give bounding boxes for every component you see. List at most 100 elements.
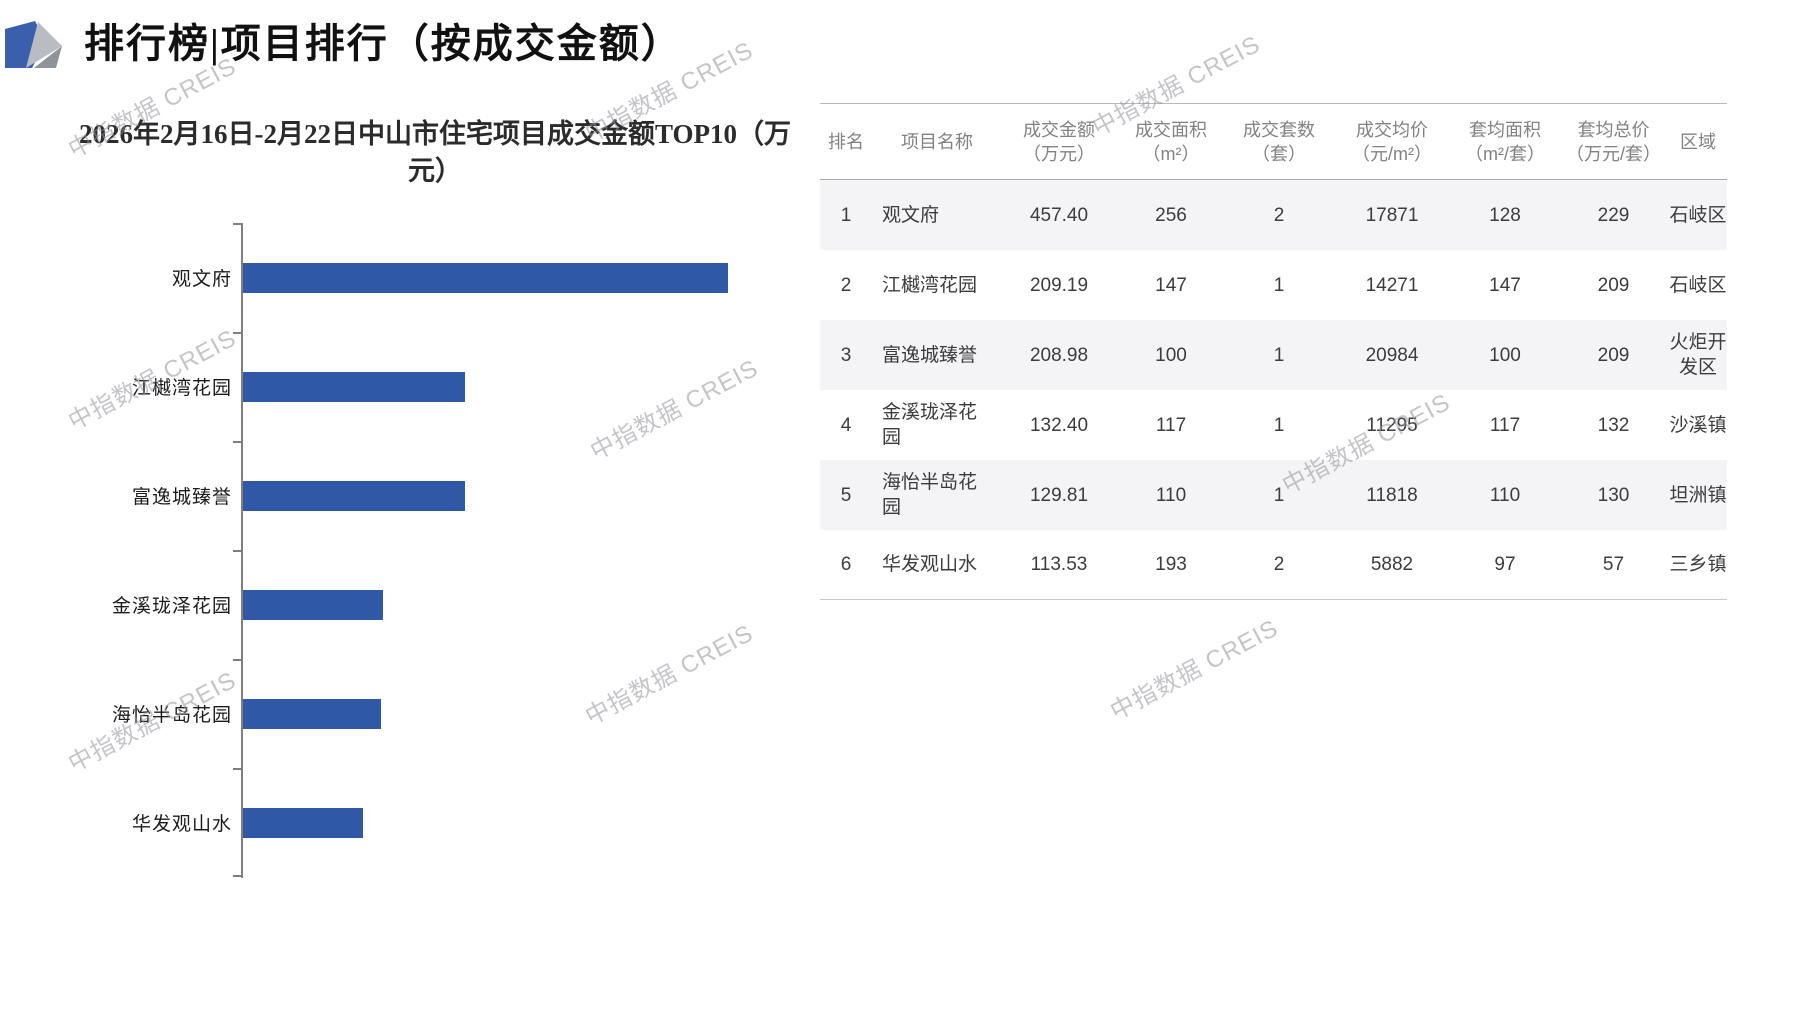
table-cell: 4 [840,414,852,436]
table-row: 3 富逸城臻誉 208.98 100 1 20984 100 209 火炬开发区 [820,320,1727,390]
table-cell: 129.81 [1029,484,1089,506]
axis-tick [233,659,241,661]
table-body: 1 观文府 457.40 256 2 17871 128 229 石岐区 2 江樾湾花园 209.19… [820,180,1727,600]
table-cell: 沙溪镇 [1669,414,1727,436]
bar-label: 海怡半岛花园 [111,705,232,726]
table-cell: 富逸城臻誉 [882,344,978,366]
column-header-label: 成交金额 [1023,119,1095,140]
table-cell: 5882 [1370,554,1414,575]
table-cell: 128 [1489,204,1521,226]
column-header-label: 排名 [828,131,864,152]
table-cell: 20984 [1365,344,1419,366]
bar-label: 华发观山水 [131,814,232,835]
table-cell: 三乡镇 [1669,554,1727,575]
table-cell: 147 [1155,274,1187,296]
table-cell: 1 [1273,484,1285,506]
column-header: 成交均价 （元/m²） [1332,118,1452,166]
table-cell: 11818 [1366,484,1418,506]
table-cell: 147 [1489,274,1521,296]
chart-title-line2: 元） [408,156,462,186]
table-cell: 117 [1489,414,1521,436]
table-cell: 1 [1273,344,1285,366]
table-cell: 256 [1155,204,1187,226]
table-row: 6 华发观山水 113.53 193 2 5882 97 57 三乡镇 [820,530,1727,600]
column-header: 套均总价 （万元/套） [1558,118,1669,166]
logo-dark-gray-shape [34,46,62,68]
table-cell: 100 [1155,344,1187,366]
axis-tick [233,875,241,877]
column-header: 成交面积 （m²） [1116,118,1226,166]
page-title: 排行榜|项目排行（按成交金额） [84,21,683,66]
column-header-label: 项目名称 [901,131,973,152]
creis-watermark: 中指数据 CREIS [1105,614,1283,726]
table-cell: 110 [1155,484,1187,506]
ranking-table: 排名 项目名称 成交金额 （万元） 成交面积 （m²） 成交套数 （套） 成交均价 （元/m²） 套… [820,103,1727,600]
axis-tick [233,332,241,334]
bar [243,262,728,293]
table-cell: 江樾湾花园 [882,274,978,296]
table-cell: 132 [1597,414,1630,436]
column-header-unit: （万元） [1023,143,1095,164]
table-cell: 117 [1155,414,1187,436]
table-cell: 57 [1602,554,1625,575]
table-cell: 2 [1273,204,1285,226]
table-cell: 5 [840,484,852,506]
table-cell: 坦洲镇 [1669,484,1727,506]
table-cell: 2 [1273,554,1285,575]
table-cell: 1 [840,204,852,226]
column-header-label: 成交套数 [1243,119,1315,140]
column-header-label: 成交面积 [1135,119,1207,140]
table-cell: 17871 [1365,204,1419,226]
table-header-row: 排名 项目名称 成交金额 （万元） 成交面积 （m²） 成交套数 （套） 成交均价 （元/m²） 套… [820,103,1727,180]
column-header-unit: （m²/套） [1465,143,1545,164]
bar [243,589,383,620]
table-row: 4 金溪珑泽花园 132.40 117 1 11295 117 132 沙溪镇 [820,390,1727,460]
table-cell: 97 [1494,554,1516,575]
column-header-label: 套均面积 [1469,119,1541,140]
table-cell: 金溪珑泽花园 [882,402,978,448]
table-cell: 209 [1597,344,1630,366]
table-cell: 110 [1489,484,1521,506]
column-header-label: 套均总价 [1577,119,1650,140]
table-cell: 石岐区 [1669,204,1727,226]
table-cell: 14271 [1365,274,1419,296]
table-cell: 3 [840,344,852,366]
column-header-unit: （套） [1252,143,1306,164]
table-row: 1 观文府 457.40 256 2 17871 128 229 石岐区 [820,180,1727,250]
table-cell: 209 [1597,274,1630,296]
table-cell: 1 [1273,274,1285,296]
column-header: 项目名称 [872,130,1002,154]
table-cell: 100 [1489,344,1521,366]
bar-label: 金溪珑泽花园 [111,596,232,617]
bar [243,371,465,402]
table-cell: 132.40 [1029,414,1089,436]
column-header: 成交套数 （套） [1226,118,1332,166]
column-header-unit: （万元/套） [1565,143,1661,164]
column-header-label: 区域 [1680,131,1716,152]
column-header-unit: （元/m²） [1352,143,1432,164]
bar-chart: 观文府江樾湾花园富逸城臻誉金溪珑泽花园 海怡半岛花园华发观山水 [0,223,800,878]
table-cell: 209.19 [1029,274,1089,296]
table-cell: 457.40 [1029,204,1089,226]
table-cell: 1 [1273,414,1285,436]
table-cell: 130 [1597,484,1630,506]
table-cell: 华发观山水 [882,554,978,575]
table-cell: 229 [1597,204,1630,226]
axis-tick [233,223,241,225]
bar-label: 富逸城臻誉 [131,487,232,508]
bar-label: 江樾湾花园 [131,378,232,399]
table-cell: 观文府 [882,204,940,226]
column-header-unit: （m²） [1142,143,1200,164]
table-cell: 208.98 [1029,344,1089,366]
bar-label: 观文府 [171,269,232,290]
y-axis-line [241,223,243,878]
table-row: 2 江樾湾花园 209.19 147 1 14271 147 209 石岐区 [820,250,1727,320]
table-row: 5 海怡半岛花园 129.81 110 1 11818 110 130 坦洲镇 [820,460,1727,530]
table-cell: 6 [840,554,852,575]
axis-tick [233,768,241,770]
creis-logo-icon [5,21,62,68]
axis-tick [233,441,241,443]
table-cell: 2 [840,274,852,296]
table-cell: 石岐区 [1669,274,1727,296]
